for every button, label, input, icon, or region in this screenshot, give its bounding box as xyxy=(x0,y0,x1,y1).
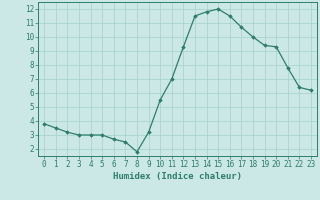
X-axis label: Humidex (Indice chaleur): Humidex (Indice chaleur) xyxy=(113,172,242,181)
